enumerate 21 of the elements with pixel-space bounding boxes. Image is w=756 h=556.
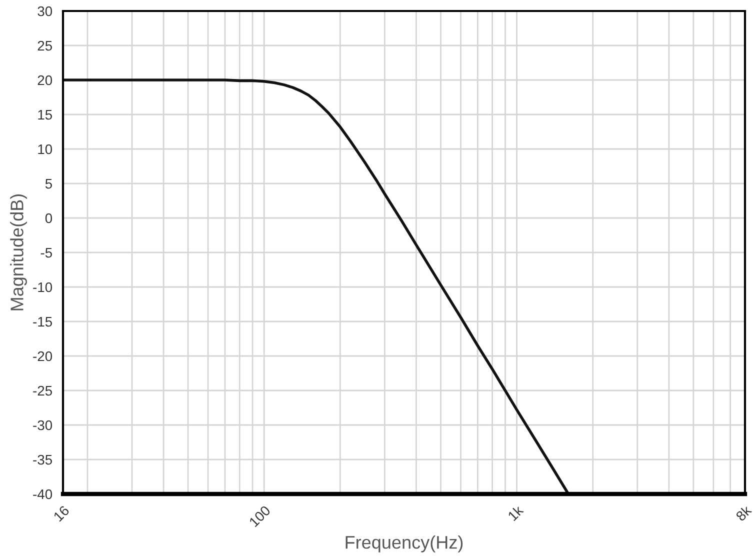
- y-tick-label: -5: [40, 248, 52, 258]
- y-tick-label: 10: [38, 144, 52, 154]
- y-tick-label: -35: [33, 454, 52, 465]
- x-tick-label: 100: [248, 505, 271, 528]
- y-tick-label: 25: [38, 40, 52, 51]
- y-tick-label: -40: [33, 489, 52, 500]
- y-tick-label: 30: [38, 6, 52, 16]
- y-tick-label: 20: [38, 75, 52, 86]
- y-tick-label: -25: [33, 386, 52, 396]
- x-tick-label: 8k: [735, 504, 752, 522]
- y-tick-label: -15: [33, 316, 52, 327]
- y-axis-title: Magnitude(dB): [10, 194, 27, 310]
- y-tick-label: 15: [38, 110, 52, 120]
- y-tick-label: 0: [45, 213, 52, 224]
- y-tick-label: -20: [33, 351, 52, 362]
- y-tick-label: 5: [45, 178, 52, 189]
- x-tick-label: 16: [53, 505, 70, 522]
- x-tick-label: 1k: [507, 504, 524, 522]
- y-tick-label: -10: [33, 282, 52, 292]
- y-tick-label: -30: [33, 420, 52, 430]
- x-axis-title: Frequency(Hz): [346, 536, 463, 552]
